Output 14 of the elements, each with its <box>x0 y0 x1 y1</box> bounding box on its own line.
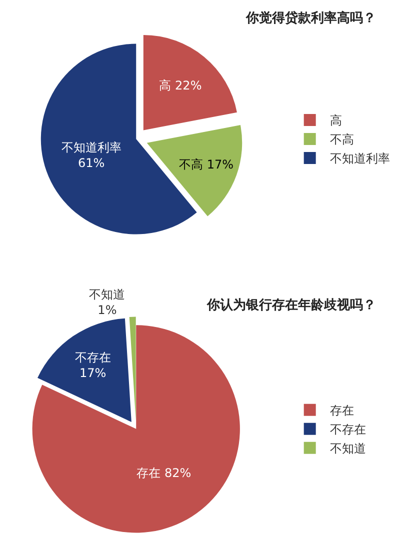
data-label: 不存在 17% <box>74 350 111 380</box>
legend-label: 不知道 <box>330 442 366 456</box>
legend-label: 高 <box>330 114 342 128</box>
legend-label: 不存在 <box>330 422 366 437</box>
chart-title: 你觉得贷款利率高吗？ <box>245 10 376 26</box>
data-label: 不知道利率 61% <box>61 140 122 170</box>
text: 你认为银行存在年龄歧视吗？ <box>206 297 376 313</box>
data-label: 不知道 1% <box>89 287 126 317</box>
data-label: 存在 82% <box>136 466 192 480</box>
legend-label: 不知道利率 <box>330 152 390 166</box>
legend-label: 存在 <box>330 404 354 418</box>
data-label: 不高 17% <box>179 157 234 172</box>
legend-label: 不高 <box>330 132 354 147</box>
data-label: 高 22% <box>159 78 202 92</box>
